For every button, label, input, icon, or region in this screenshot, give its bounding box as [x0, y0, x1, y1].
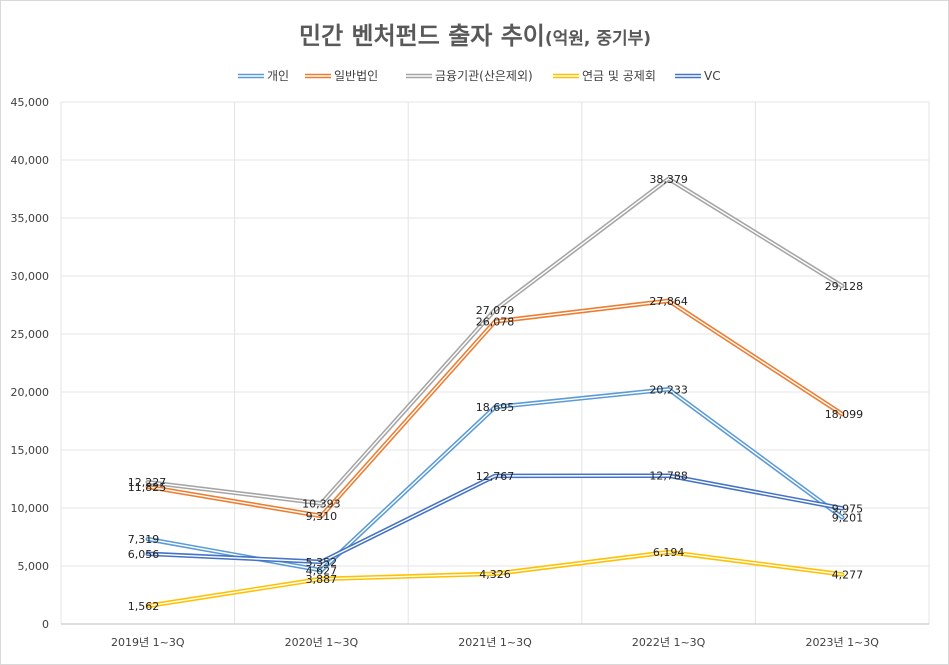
data-label: 12,227 — [128, 476, 167, 489]
data-label: 12,767 — [476, 470, 515, 483]
data-label: 4,326 — [479, 568, 511, 581]
legend-label: 연금 및 공제회 — [582, 69, 656, 83]
y-tick-label: 5,000 — [18, 560, 50, 573]
data-label: 27,079 — [476, 304, 515, 317]
data-label: 3,887 — [306, 573, 338, 586]
y-tick-label: 0 — [42, 618, 49, 631]
data-label: 38,379 — [649, 173, 688, 186]
chart-title: 민간 벤처펀드 출자 추이(억원, 중기부) — [299, 22, 651, 50]
series-line-2 — [148, 179, 842, 504]
data-label: 7,319 — [128, 533, 160, 546]
y-tick-label: 45,000 — [11, 96, 50, 109]
y-tick-label: 10,000 — [11, 502, 50, 515]
legend-item-2: 금융기관(산은제외) — [406, 69, 533, 83]
series-line-inner — [148, 476, 842, 562]
legend-item-0: 개인 — [238, 69, 289, 83]
chart-title-main: 민간 벤처펀드 출자 추이 — [299, 22, 545, 50]
chart-title-unit: (억원, 중기부) — [545, 29, 651, 49]
x-tick-label: 2020년 1~3Q — [285, 636, 359, 649]
data-label: 26,078 — [476, 315, 515, 328]
data-label: 12,788 — [649, 470, 688, 483]
legend-label: 개인 — [267, 69, 289, 83]
x-tick-label: 2022년 1~3Q — [632, 636, 706, 649]
chart-legend: 개인 일반법인 금융기관(산은제외) 연금 및 공제회 VC — [238, 69, 721, 83]
data-label: 27,864 — [649, 295, 688, 308]
y-tick-label: 15,000 — [11, 444, 50, 457]
y-tick-label: 20,000 — [11, 386, 50, 399]
data-label: 5,352 — [306, 556, 338, 569]
x-tick-label: 2021년 1~3Q — [458, 636, 532, 649]
y-tick-label: 40,000 — [11, 154, 50, 167]
y-tick-label: 35,000 — [11, 212, 50, 225]
data-label: 29,128 — [825, 280, 864, 293]
series-line-outer — [148, 179, 842, 504]
data-label: 1,562 — [128, 600, 160, 613]
x-tick-label: 2023년 1~3Q — [805, 636, 879, 649]
y-tick-label: 25,000 — [11, 328, 50, 341]
data-label: 9,310 — [306, 510, 338, 523]
data-label: 4,277 — [832, 568, 864, 581]
chart-frame: 민간 벤처펀드 출자 추이(억원, 중기부) 개인 일반법인 금융기관(산은제외) 연… — [0, 0, 949, 665]
data-label: 6,194 — [653, 546, 685, 559]
x-tick-label: 2019년 1~3Q — [111, 636, 185, 649]
legend-item-4: VC — [675, 69, 721, 83]
series-line-inner — [148, 179, 842, 504]
x-axis: 2019년 1~3Q 2020년 1~3Q 2021년 1~3Q 2022년 1~3Q… — [111, 636, 879, 649]
y-tick-label: 30,000 — [11, 270, 50, 283]
line-chart: 민간 벤처펀드 출자 추이(억원, 중기부) 개인 일반법인 금융기관(산은제외) 연… — [1, 1, 948, 664]
legend-label: VC — [704, 69, 721, 83]
series-line-4 — [148, 476, 842, 562]
data-label: 18,099 — [825, 408, 864, 421]
legend-item-3: 연금 및 공제회 — [553, 69, 656, 83]
legend-label: 금융기관(산은제외) — [435, 69, 533, 83]
data-label: 10,393 — [302, 497, 341, 510]
legend-label: 일반법인 — [334, 69, 378, 83]
legend-item-1: 일반법인 — [305, 69, 378, 83]
data-label: 18,695 — [476, 401, 515, 414]
data-label: 6,056 — [128, 548, 160, 561]
data-labels: 7,3194,62718,69520,2339,20111,8259,31026… — [128, 173, 863, 613]
data-label: 9,975 — [832, 502, 864, 515]
data-label: 20,233 — [649, 383, 688, 396]
y-axis: 0 5,000 10,000 15,000 20,000 25,000 30,000 35,0… — [11, 96, 50, 631]
